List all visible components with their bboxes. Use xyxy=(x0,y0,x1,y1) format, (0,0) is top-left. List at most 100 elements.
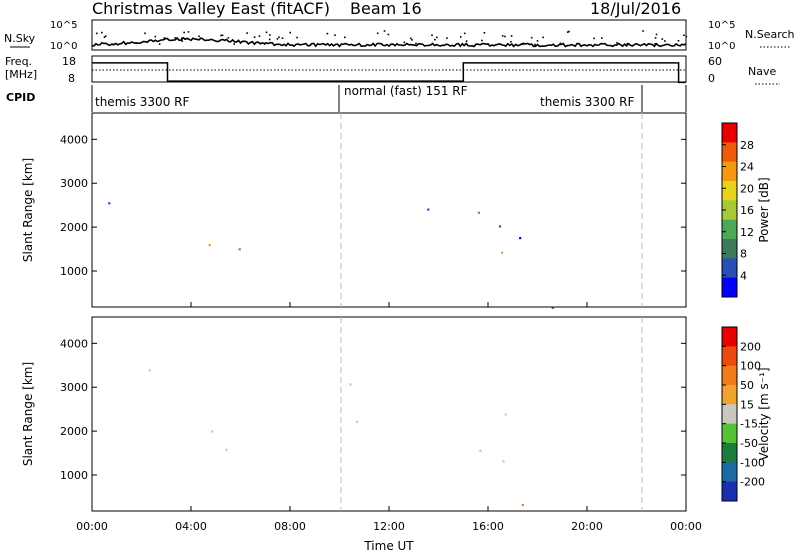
velocity-y-axis: 1000 2000 3000 4000 xyxy=(60,337,686,482)
colorbar-swatch xyxy=(722,277,737,298)
range-gate-cell xyxy=(208,244,211,247)
freq-tick-low: 8 xyxy=(68,72,75,85)
nsky-point xyxy=(198,35,200,38)
time-tick-label: 00:00 xyxy=(670,520,702,533)
range-gate-cell xyxy=(551,306,554,309)
nsky-point xyxy=(289,31,291,34)
nsky-point xyxy=(593,37,595,40)
nsky-point xyxy=(268,38,271,41)
time-tick-label: 04:00 xyxy=(175,520,207,533)
nsky-line xyxy=(91,36,687,48)
range-gate-cell xyxy=(349,383,352,386)
colorbar-swatch xyxy=(722,404,737,425)
cpid-segment-label: normal (fast) 151 RF xyxy=(344,84,468,98)
nsky-point xyxy=(387,33,390,36)
power-ylabel: Slant Range [km] xyxy=(21,158,35,262)
cpid-segment-label: themis 3300 RF xyxy=(95,95,189,109)
range-gate-cell xyxy=(477,211,480,214)
nsky-point xyxy=(536,40,539,42)
colorbar-tick-label: 16 xyxy=(740,204,754,217)
nsky-point xyxy=(411,39,413,41)
nsky-point xyxy=(431,34,433,36)
nsky-panel xyxy=(91,19,687,51)
y-tick-label: 3000 xyxy=(60,381,88,394)
nsearch-label: N.Search xyxy=(745,28,795,41)
colorbar-swatch xyxy=(722,481,737,502)
nsky-point xyxy=(184,38,186,40)
nsky-point xyxy=(501,35,504,37)
colorbar-swatch xyxy=(722,346,737,367)
colorbar-tick-label: 15 xyxy=(740,398,754,411)
nsearch-tick-low: 10^0 xyxy=(708,41,735,52)
power-panel-frame xyxy=(91,112,687,308)
colorbar-tick-label: 24 xyxy=(740,161,754,174)
nsky-tick-low: 10^0 xyxy=(50,41,77,52)
beam-label: Beam 16 xyxy=(350,0,422,18)
nsky-point xyxy=(326,32,329,35)
nsky-point xyxy=(158,43,161,45)
range-gate-cell xyxy=(521,503,524,507)
freq-unit-label: [MHz] xyxy=(5,68,37,81)
time-tick-label: 16:00 xyxy=(472,520,504,533)
range-gate-cell xyxy=(502,460,505,463)
range-gate-cell xyxy=(225,448,228,451)
nsky-point xyxy=(504,35,506,38)
nsky-point xyxy=(522,43,524,46)
freq-label: Freq. xyxy=(5,55,32,68)
nsky-point xyxy=(376,32,379,35)
nsky-point xyxy=(481,39,483,42)
nave-tick-high: 60 xyxy=(708,55,722,68)
nsky-point xyxy=(264,43,266,45)
colorbar-swatch xyxy=(722,161,737,182)
nsky-point xyxy=(296,36,298,39)
colorbar-tick-label: -200 xyxy=(740,476,765,489)
nsky-point xyxy=(654,37,657,39)
nsky-point xyxy=(144,32,146,35)
time-axis-label: Time UT xyxy=(363,539,414,553)
nsky-point xyxy=(415,42,417,45)
nsky-point xyxy=(655,33,658,36)
range-gate-cell xyxy=(479,449,482,452)
range-gate-cell xyxy=(427,208,430,211)
nsky-point xyxy=(334,34,336,36)
time-tick-label: 00:00 xyxy=(76,520,108,533)
range-gate-cell xyxy=(501,251,504,254)
plot-title: Christmas Valley East (fitACF) xyxy=(92,0,330,18)
nsky-trace xyxy=(91,30,688,48)
nsky-point xyxy=(510,35,513,37)
nsky-point xyxy=(227,37,230,39)
velocity-ylabel: Slant Range [km] xyxy=(21,362,35,466)
nsky-point xyxy=(530,36,533,39)
power-scatter xyxy=(108,202,554,309)
y-tick-label: 1000 xyxy=(60,469,88,482)
nsky-point xyxy=(643,43,645,45)
y-tick-label: 3000 xyxy=(60,177,88,190)
colorbar-swatch xyxy=(722,200,737,221)
colorbar-frame xyxy=(721,326,738,502)
nsky-point xyxy=(601,37,603,39)
range-gate-cell xyxy=(356,420,359,423)
y-tick-label: 2000 xyxy=(60,425,88,438)
cpid-segment-label: themis 3300 RF xyxy=(540,95,634,109)
colorbar-swatch xyxy=(722,142,737,163)
nsky-point xyxy=(403,41,406,44)
time-axis: 00:00 04:00 08:00 12:00 16:00 20:00 00:00 xyxy=(76,302,702,533)
power-colorbar-label: Power [dB] xyxy=(757,177,771,242)
nsky-point xyxy=(655,43,657,46)
nsky-point xyxy=(683,34,685,37)
date-label: 18/Jul/2016 xyxy=(590,0,681,18)
range-gate-cell xyxy=(211,430,214,433)
nsky-point xyxy=(567,31,569,33)
nsky-point xyxy=(436,36,438,39)
range-gate-cell xyxy=(498,225,502,228)
nsky-point xyxy=(112,43,114,46)
colorbar-swatch xyxy=(722,327,737,347)
nsky-point xyxy=(174,37,177,39)
nsky-point xyxy=(465,40,468,42)
nsky-point xyxy=(95,32,98,35)
nsky-point xyxy=(463,32,466,35)
nsky-point xyxy=(103,36,106,38)
time-tick-label: 20:00 xyxy=(571,520,603,533)
colorbar-swatch xyxy=(722,219,737,240)
